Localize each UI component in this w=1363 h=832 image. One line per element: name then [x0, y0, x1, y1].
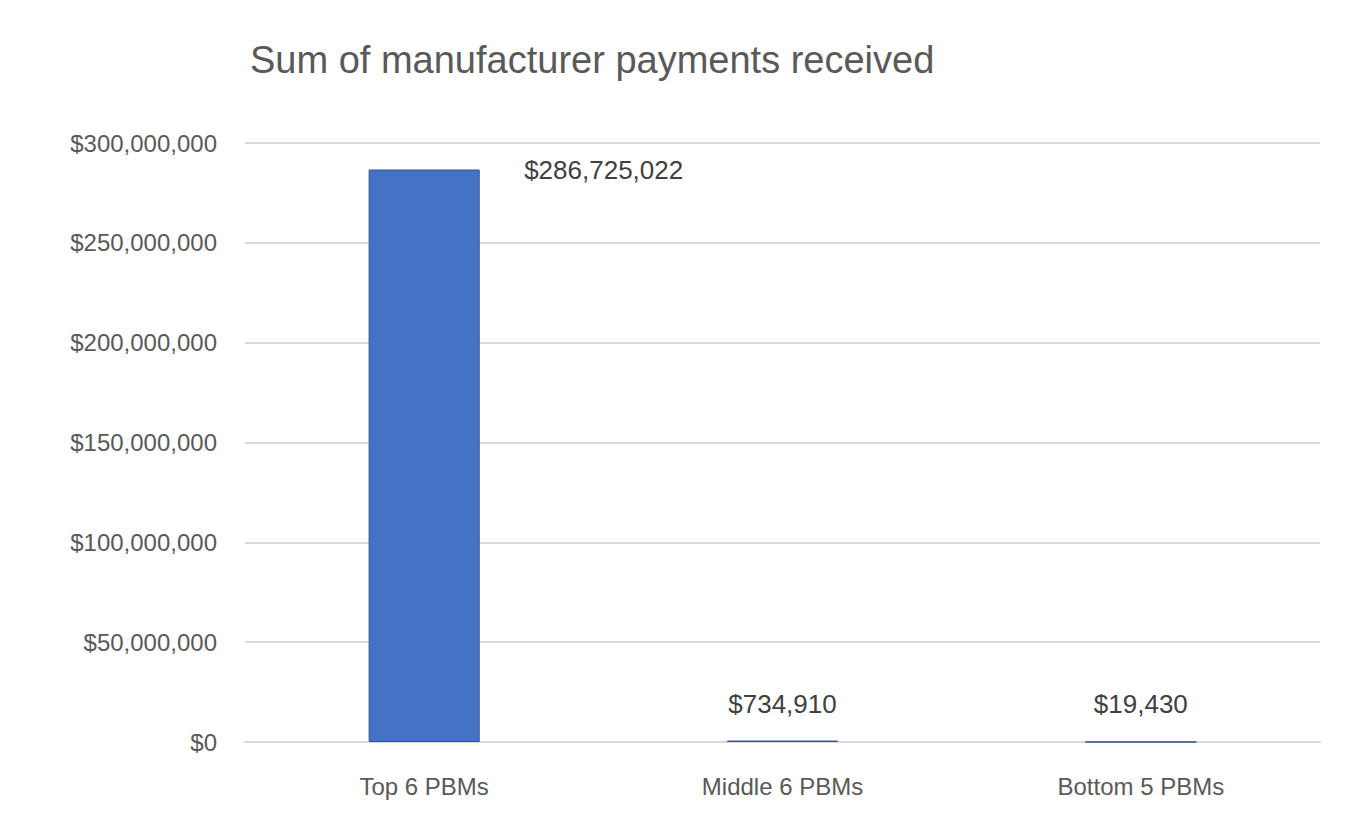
svg-text:$150,000,000: $150,000,000 [70, 429, 217, 456]
svg-text:$50,000,000: $50,000,000 [84, 629, 217, 656]
svg-text:$250,000,000: $250,000,000 [70, 229, 217, 256]
svg-text:Bottom 5 PBMs: Bottom 5 PBMs [1057, 773, 1224, 800]
svg-text:$286,725,022: $286,725,022 [524, 155, 683, 185]
svg-text:Sum of manufacturer payments r: Sum of manufacturer payments received [250, 39, 934, 81]
svg-text:$734,910: $734,910 [728, 689, 836, 719]
svg-text:$0: $0 [190, 729, 217, 756]
svg-text:Middle 6 PBMs: Middle 6 PBMs [702, 773, 863, 800]
svg-text:$300,000,000: $300,000,000 [70, 130, 217, 157]
svg-text:Top 6 PBMs: Top 6 PBMs [359, 773, 488, 800]
svg-text:$100,000,000: $100,000,000 [70, 529, 217, 556]
svg-text:$19,430: $19,430 [1094, 689, 1188, 719]
svg-text:$200,000,000: $200,000,000 [70, 329, 217, 356]
